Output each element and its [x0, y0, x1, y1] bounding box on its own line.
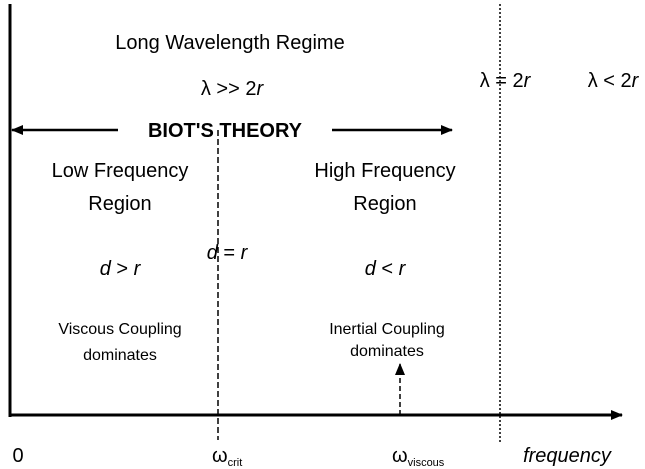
- short-condition: λ < 2r: [588, 70, 640, 92]
- text: ω: [212, 445, 228, 467]
- text: <: [376, 258, 399, 280]
- region-name: Region: [88, 193, 151, 215]
- coupling: dominates: [83, 347, 157, 364]
- coupling: dominates: [350, 343, 424, 360]
- axis-label: frequency: [523, 445, 612, 467]
- axis-mark: ωviscous: [392, 445, 445, 469]
- critical-condition: d = r: [207, 242, 249, 264]
- region-condition: d > r: [100, 258, 142, 280]
- text: r: [134, 258, 142, 280]
- text: r: [256, 78, 264, 100]
- origin-label: 0: [12, 445, 23, 467]
- theory: BIOT'S THEORY: [148, 120, 303, 142]
- region-name: Region: [353, 193, 416, 215]
- text: crit: [228, 457, 243, 469]
- coupling: Viscous Coupling: [58, 321, 181, 338]
- text: r: [399, 258, 407, 280]
- text: λ < 2: [588, 70, 632, 92]
- text: d: [365, 258, 377, 280]
- text: λ = 2: [480, 70, 524, 92]
- text: λ >> 2: [201, 78, 257, 100]
- boundary-condition: λ = 2r: [480, 70, 532, 92]
- text: d: [100, 258, 112, 280]
- text: ω: [392, 445, 408, 467]
- title: Long Wavelength Regime: [115, 32, 344, 54]
- axis-mark: ωcrit: [212, 445, 242, 469]
- text: r: [632, 70, 640, 92]
- region-name: High Frequency: [314, 160, 455, 182]
- region-name: Low Frequency: [52, 160, 189, 182]
- region-condition: d < r: [365, 258, 407, 280]
- text: viscous: [408, 457, 445, 469]
- text: >: [111, 258, 134, 280]
- text: r: [524, 70, 532, 92]
- coupling: Inertial Coupling: [329, 321, 445, 338]
- text: d: [207, 242, 219, 264]
- text: r: [241, 242, 249, 264]
- text: =: [218, 242, 241, 264]
- long-condition: λ >> 2r: [201, 78, 265, 100]
